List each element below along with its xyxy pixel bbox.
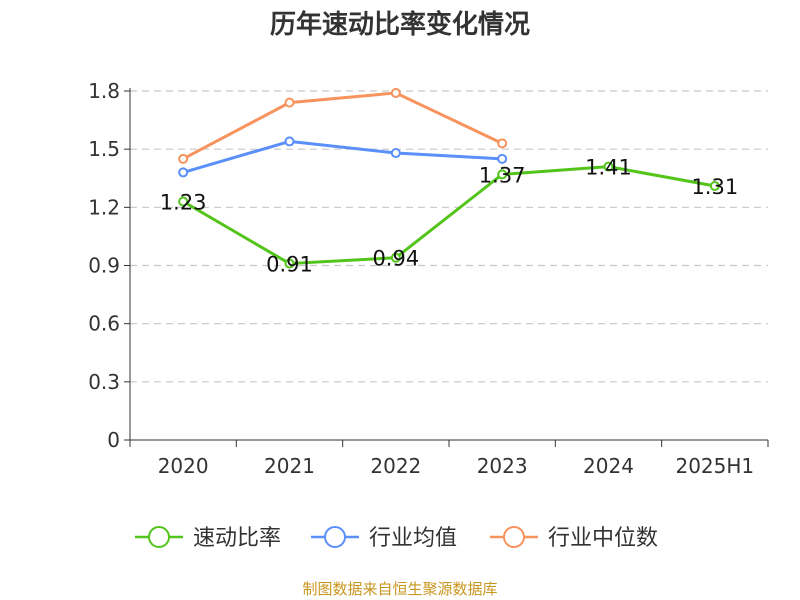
series-3 bbox=[178, 87, 508, 164]
y-tick-label: 1.2 bbox=[88, 195, 120, 219]
y-tick-label: 1.5 bbox=[88, 137, 120, 161]
y-tick-label: 0.9 bbox=[88, 254, 120, 278]
legend-item[interactable]: 速动比率 bbox=[135, 526, 281, 551]
data-point[interactable] bbox=[390, 87, 401, 98]
data-label: 0.94 bbox=[372, 247, 419, 271]
data-point[interactable] bbox=[497, 153, 508, 164]
data-point[interactable] bbox=[390, 252, 401, 263]
series-lines bbox=[178, 87, 720, 269]
data-point[interactable] bbox=[390, 148, 401, 159]
legend-item[interactable]: 行业均值 bbox=[311, 526, 457, 551]
series-2 bbox=[178, 136, 508, 178]
legend-marker bbox=[503, 526, 525, 548]
legend-label: 行业均值 bbox=[369, 526, 457, 551]
legend[interactable]: 速动比率 行业均值 行业中位数 bbox=[135, 526, 658, 551]
chart-title: 历年速动比率变化情况 bbox=[269, 10, 530, 40]
series-1 bbox=[178, 161, 720, 269]
data-point[interactable] bbox=[284, 97, 295, 108]
data-label: 1.23 bbox=[160, 191, 207, 215]
y-tick-label: 0 bbox=[107, 428, 120, 452]
x-axis-ticks: 2020 2021 2022 2023 2024 2025H1 bbox=[129, 440, 769, 478]
x-tick-label: 2022 bbox=[370, 454, 421, 478]
data-point[interactable] bbox=[709, 181, 720, 192]
data-label: 1.41 bbox=[585, 156, 632, 180]
source-note: 制图数据来自恒生聚源数据库 bbox=[302, 580, 498, 598]
data-point[interactable] bbox=[497, 138, 508, 149]
x-tick-label: 2021 bbox=[264, 454, 315, 478]
y-tick-label: 0.3 bbox=[88, 370, 120, 394]
series-line bbox=[182, 139, 503, 174]
data-point[interactable] bbox=[284, 258, 295, 269]
x-tick-label: 2023 bbox=[477, 454, 528, 478]
axes bbox=[129, 88, 768, 441]
grid-lines bbox=[130, 90, 768, 383]
series-line bbox=[182, 91, 503, 161]
data-point[interactable] bbox=[178, 196, 189, 207]
data-point[interactable] bbox=[178, 167, 189, 178]
legend-label: 速动比率 bbox=[193, 526, 281, 551]
legend-item[interactable]: 行业中位数 bbox=[490, 526, 658, 551]
data-label: 1.37 bbox=[479, 163, 526, 187]
data-point[interactable] bbox=[497, 169, 508, 180]
x-tick-label: 2024 bbox=[583, 454, 634, 478]
x-tick-label: 2025H1 bbox=[675, 454, 754, 478]
series-line bbox=[182, 165, 716, 266]
data-label: 1.31 bbox=[691, 175, 738, 199]
data-point[interactable] bbox=[603, 161, 614, 172]
data-point[interactable] bbox=[178, 153, 189, 164]
legend-marker bbox=[148, 526, 170, 548]
data-labels: 1.23 0.91 0.94 1.37 1.41 1.31 bbox=[160, 156, 738, 277]
legend-marker bbox=[324, 526, 346, 548]
data-point[interactable] bbox=[284, 136, 295, 147]
data-label: 0.91 bbox=[266, 253, 313, 277]
x-tick-label: 2020 bbox=[158, 454, 209, 478]
y-tick-label: 1.8 bbox=[88, 79, 120, 103]
y-tick-label: 0.6 bbox=[88, 312, 120, 336]
legend-label: 行业中位数 bbox=[548, 526, 658, 551]
y-axis-ticks: 0 0.3 0.6 0.9 1.2 1.5 1.8 bbox=[88, 79, 130, 452]
